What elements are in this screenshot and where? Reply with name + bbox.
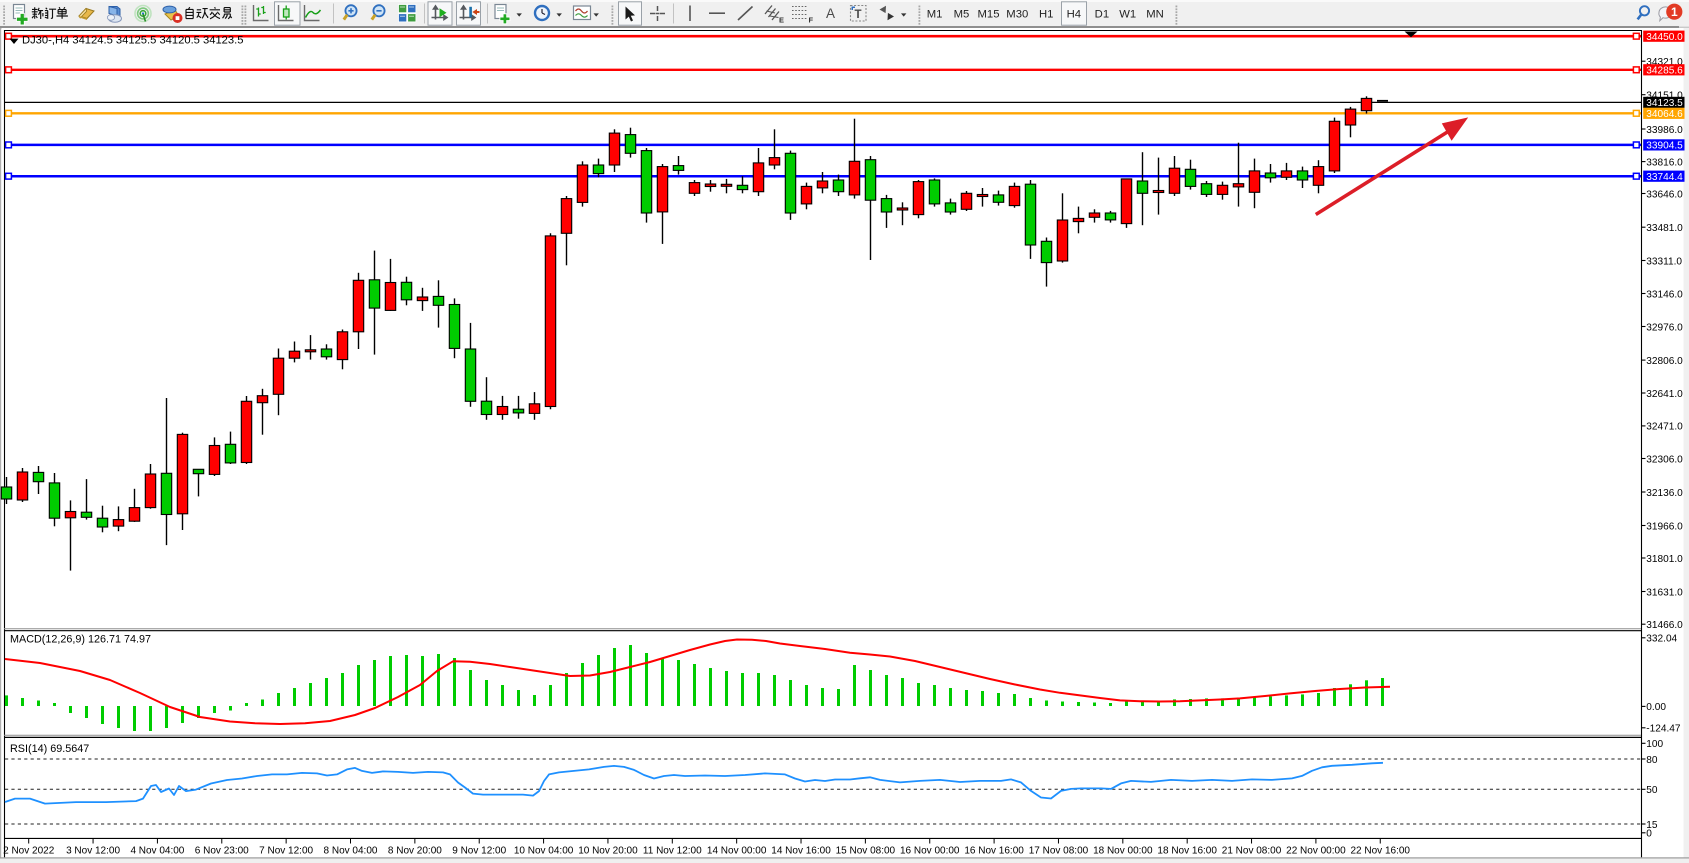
svg-text:H4: H4 [1067,8,1081,20]
svg-text:3 Nov 12:00: 3 Nov 12:00 [66,846,120,857]
svg-text:DJ30-,H4 34124.5 34125.5 3412: DJ30-,H4 34124.5 34125.5 34120.5 34123.5 [22,35,243,47]
svg-text:50: 50 [1646,785,1658,796]
svg-text:31466.0: 31466.0 [1646,620,1683,631]
svg-text:A: A [826,6,835,21]
svg-text:33904.5: 33904.5 [1646,141,1683,152]
svg-text:21 Nov 08:00: 21 Nov 08:00 [1222,846,1282,857]
svg-text:34151.0: 34151.0 [1646,91,1683,102]
svg-text:M1: M1 [927,8,943,20]
svg-text:18 Nov 00:00: 18 Nov 00:00 [1093,846,1153,857]
svg-text:34123.5: 34123.5 [1646,98,1683,109]
svg-text:32641.0: 32641.0 [1646,389,1683,400]
svg-text:14 Nov 00:00: 14 Nov 00:00 [707,846,767,857]
svg-text:2 Nov 2022: 2 Nov 2022 [3,846,55,857]
svg-text:0.00: 0.00 [1646,702,1666,713]
svg-text:16 Nov 00:00: 16 Nov 00:00 [900,846,960,857]
svg-text:31801.0: 31801.0 [1646,554,1683,565]
svg-text:10 Nov 04:00: 10 Nov 04:00 [514,846,574,857]
svg-text:10 Nov 20:00: 10 Nov 20:00 [578,846,638,857]
svg-text:22 Nov 16:00: 22 Nov 16:00 [1351,846,1411,857]
svg-text:32806.0: 32806.0 [1646,356,1683,367]
svg-text:9 Nov 12:00: 9 Nov 12:00 [452,846,506,857]
svg-text:W1: W1 [1119,8,1136,20]
svg-text:E: E [779,16,784,25]
svg-text:T: T [855,9,862,21]
svg-text:RSI(14) 69.5647: RSI(14) 69.5647 [10,743,89,755]
svg-text:M5: M5 [954,8,970,20]
svg-text:100: 100 [1646,739,1663,750]
svg-text:32976.0: 32976.0 [1646,322,1683,333]
svg-text:16 Nov 16:00: 16 Nov 16:00 [964,846,1024,857]
svg-text:33146.0: 33146.0 [1646,289,1683,300]
svg-text:32471.0: 32471.0 [1646,422,1683,433]
svg-text:0: 0 [1646,829,1652,840]
svg-text:D1: D1 [1095,8,1109,20]
svg-text:31966.0: 31966.0 [1646,521,1683,532]
svg-text:33646.0: 33646.0 [1646,189,1683,200]
svg-text:33816.0: 33816.0 [1646,157,1683,168]
svg-text:33986.0: 33986.0 [1646,125,1683,136]
svg-text:M15: M15 [978,8,1000,20]
svg-text:34321.0: 34321.0 [1646,57,1683,68]
svg-text:8 Nov 20:00: 8 Nov 20:00 [388,846,442,857]
svg-text:MN: MN [1146,8,1164,20]
svg-text:8 Nov 04:00: 8 Nov 04:00 [324,846,378,857]
svg-text:332.04: 332.04 [1646,634,1677,645]
svg-text:14 Nov 16:00: 14 Nov 16:00 [771,846,831,857]
svg-text:4 Nov 04:00: 4 Nov 04:00 [130,846,184,857]
svg-text:15 Nov 08:00: 15 Nov 08:00 [836,846,896,857]
svg-text:33311.0: 33311.0 [1646,256,1682,267]
svg-text:M30: M30 [1006,8,1028,20]
svg-text:22 Nov 00:00: 22 Nov 00:00 [1286,846,1346,857]
svg-text:32306.0: 32306.0 [1646,454,1683,465]
svg-text:34064.6: 34064.6 [1646,109,1683,120]
svg-text:-124.47: -124.47 [1646,724,1681,735]
svg-text:80: 80 [1646,755,1658,766]
svg-text:34285.6: 34285.6 [1646,66,1683,77]
svg-text:34450.0: 34450.0 [1646,32,1683,43]
svg-text:31631.0: 31631.0 [1646,587,1683,598]
svg-text:11 Nov 12:00: 11 Nov 12:00 [643,846,702,857]
svg-text:32136.0: 32136.0 [1646,488,1683,499]
svg-text:6 Nov 23:00: 6 Nov 23:00 [195,846,249,857]
svg-text:17 Nov 08:00: 17 Nov 08:00 [1029,846,1089,857]
svg-text:1: 1 [1671,5,1678,19]
svg-text:15: 15 [1646,820,1658,831]
svg-text:7 Nov 12:00: 7 Nov 12:00 [259,846,313,857]
svg-text:18 Nov 16:00: 18 Nov 16:00 [1157,846,1217,857]
svg-text:H1: H1 [1039,8,1053,20]
svg-text:33481.0: 33481.0 [1646,223,1683,234]
svg-text:F: F [809,16,814,25]
svg-text:33744.4: 33744.4 [1646,172,1683,183]
svg-text:MACD(12,26,9) 126.71 74.97: MACD(12,26,9) 126.71 74.97 [10,634,151,646]
